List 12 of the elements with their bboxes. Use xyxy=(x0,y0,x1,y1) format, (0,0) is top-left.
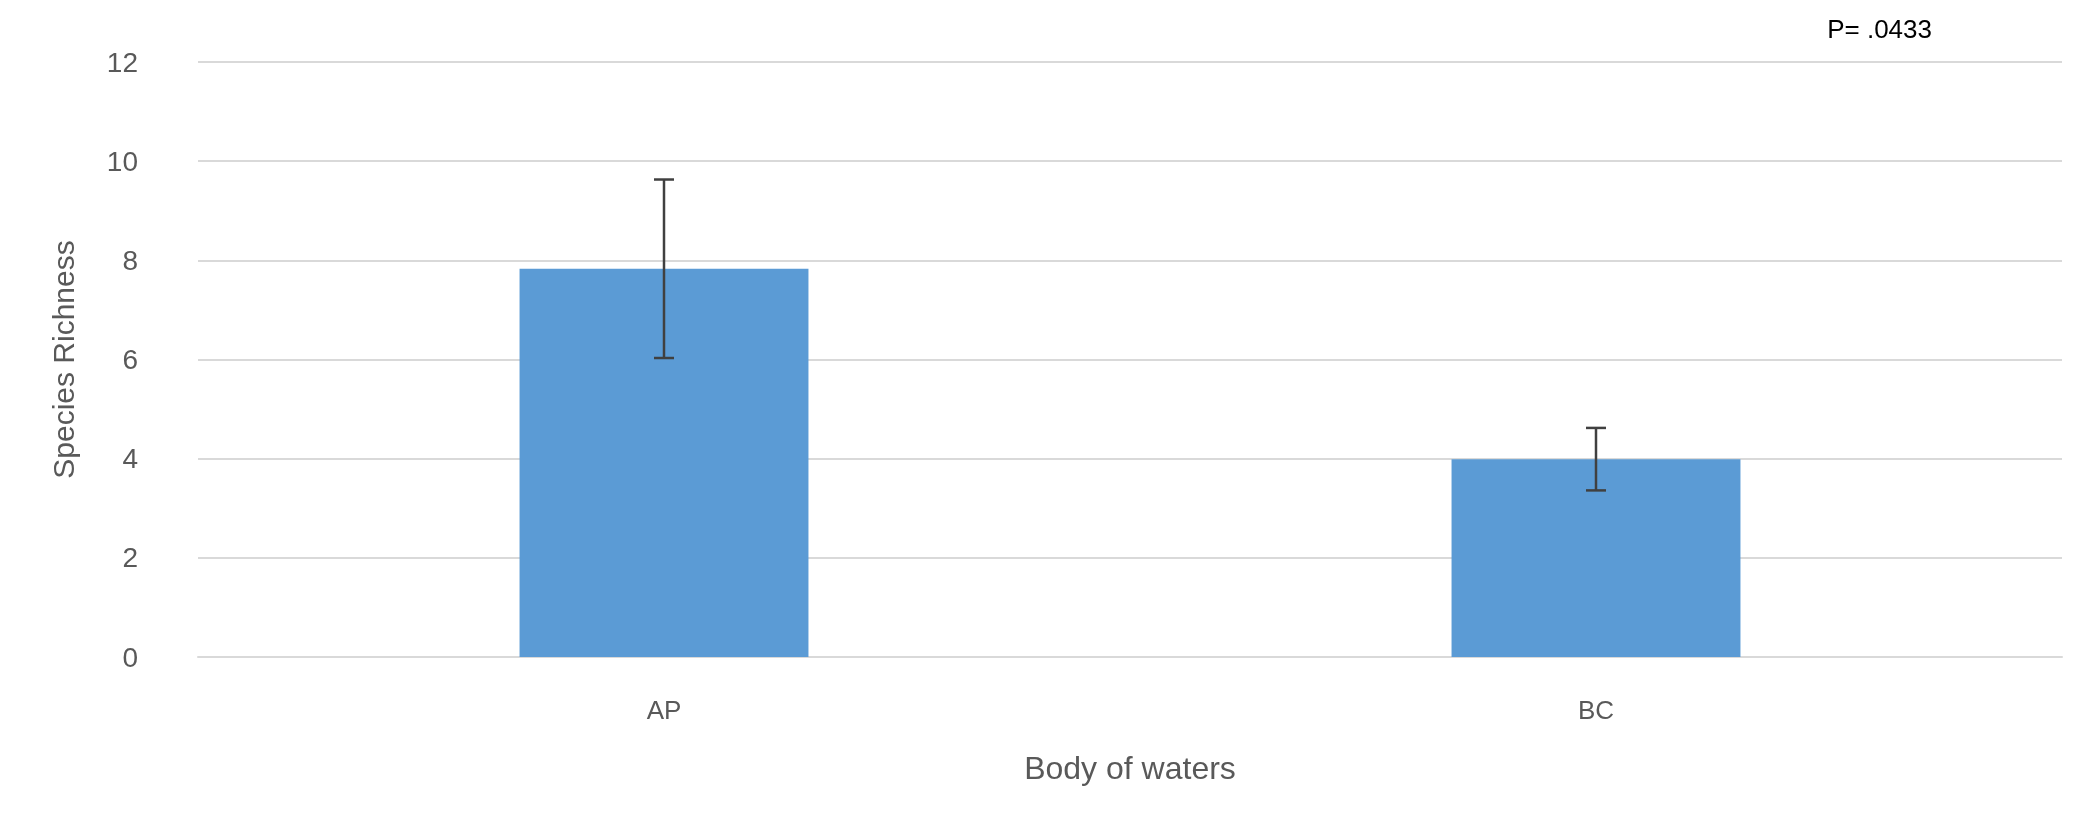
y-tick-label: 2 xyxy=(122,542,138,574)
y-tick-label: 12 xyxy=(106,46,138,78)
y-tick-label: 10 xyxy=(106,145,138,177)
x-tick-label: BC xyxy=(1577,695,1615,725)
y-axis-title: Species Richness xyxy=(46,240,80,479)
x-axis-title: Body of waters xyxy=(1024,750,1236,786)
y-tick-label: 8 xyxy=(122,244,138,276)
y-tick-label: 6 xyxy=(122,344,138,375)
text: P= .0433 xyxy=(1827,14,1932,44)
y-tick-label: 0 xyxy=(122,641,138,673)
y-tick-label: 4 xyxy=(122,443,138,475)
x-tick-label: AP xyxy=(646,695,682,725)
